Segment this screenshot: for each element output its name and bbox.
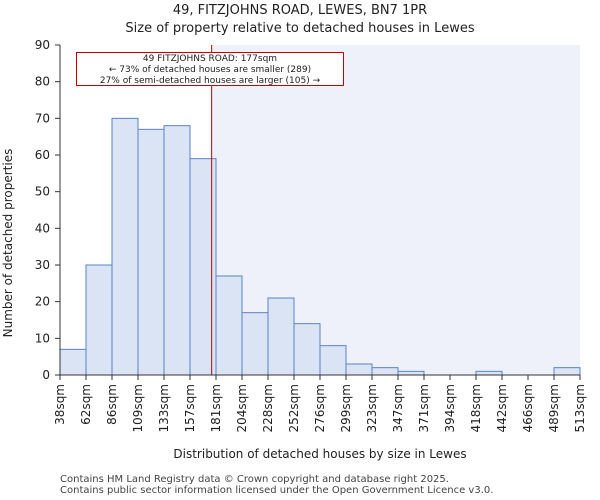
bar-86sqm	[111, 117, 139, 376]
annotation-line-2: ← 73% of detached houses are smaller (28…	[108, 65, 312, 75]
bar-228sqm	[267, 297, 295, 376]
x-tick-label-299sqm: 299sqm	[339, 384, 353, 432]
x-tick-label-371sqm: 371sqm	[417, 384, 431, 432]
footer-licence: Contains public sector information licen…	[60, 485, 494, 496]
x-tick-label-466sqm: 466sqm	[521, 384, 535, 432]
x-tick-label-204sqm: 204sqm	[235, 384, 249, 432]
y-ticks-group: 0 10 20 30 40 50 60 70 80 90	[35, 38, 60, 382]
y-tick-label-80: 80	[35, 75, 50, 89]
y-tick-label-70: 70	[35, 111, 50, 125]
annotation-line-1: 49 FITZJOHNS ROAD: 177sqm	[142, 54, 278, 64]
bar-133sqm	[163, 125, 191, 376]
y-axis-label: Number of detached properties	[1, 149, 15, 338]
y-tick-label-40: 40	[35, 221, 50, 235]
y-tick-label-90: 90	[35, 38, 50, 52]
x-tick-label-489sqm: 489sqm	[547, 384, 561, 432]
bar-299sqm	[345, 363, 373, 376]
x-tick-label-62sqm: 62sqm	[79, 384, 93, 425]
x-tick-label-86sqm: 86sqm	[105, 384, 119, 425]
x-tick-label-513sqm: 513sqm	[573, 384, 587, 432]
x-tick-label-228sqm: 228sqm	[261, 384, 275, 432]
bar-181sqm	[215, 275, 243, 376]
x-tick-label-38sqm: 38sqm	[53, 384, 67, 425]
y-tick-label-30: 30	[35, 258, 50, 272]
x-ticks-group: 38sqm 62sqm 86sqm 109sqm 133sqm 157sqm 181sqm 2…	[53, 375, 587, 432]
x-tick-label-418sqm: 418sqm	[469, 384, 483, 432]
y-tick-label-50: 50	[35, 185, 50, 199]
bar-38sqm	[59, 348, 87, 376]
property-annotation-box: 49 FITZJOHNS ROAD: 177sqm ← 73% of detac…	[76, 52, 344, 86]
x-tick-label-442sqm: 442sqm	[495, 384, 509, 432]
annotation-line-3: 27% of semi-detached houses are larger (…	[99, 76, 321, 86]
footer-copyright: Contains HM Land Registry data © Crown c…	[60, 474, 449, 485]
bar-252sqm	[293, 323, 321, 376]
chart-subtitle: Size of property relative to detached ho…	[125, 21, 475, 36]
x-tick-label-394sqm: 394sqm	[443, 384, 457, 432]
y-tick-label-10: 10	[35, 331, 50, 345]
chart-title: 49, FITZJOHNS ROAD, LEWES, BN7 1PR	[172, 3, 428, 18]
bar-276sqm	[319, 345, 347, 376]
bar-323sqm	[371, 367, 399, 376]
x-tick-label-109sqm: 109sqm	[131, 384, 145, 432]
x-tick-label-181sqm: 181sqm	[209, 384, 223, 432]
bar-109sqm	[137, 128, 165, 376]
x-axis-label: Distribution of detached houses by size …	[173, 447, 466, 461]
bar-418sqm	[475, 370, 503, 376]
x-tick-label-252sqm: 252sqm	[287, 384, 301, 432]
bar-62sqm	[85, 264, 113, 376]
x-tick-label-276sqm: 276sqm	[313, 384, 327, 432]
x-tick-label-323sqm: 323sqm	[365, 384, 379, 432]
x-tick-label-347sqm: 347sqm	[391, 384, 405, 432]
bar-347sqm	[397, 370, 425, 376]
x-tick-label-157sqm: 157sqm	[183, 384, 197, 432]
bar-489sqm	[553, 367, 581, 376]
bars-group	[59, 117, 581, 376]
y-tick-label-60: 60	[35, 148, 50, 162]
bar-204sqm	[241, 312, 269, 376]
y-tick-label-20: 20	[35, 295, 50, 309]
x-tick-label-133sqm: 133sqm	[157, 384, 171, 432]
y-tick-label-0: 0	[42, 368, 50, 382]
